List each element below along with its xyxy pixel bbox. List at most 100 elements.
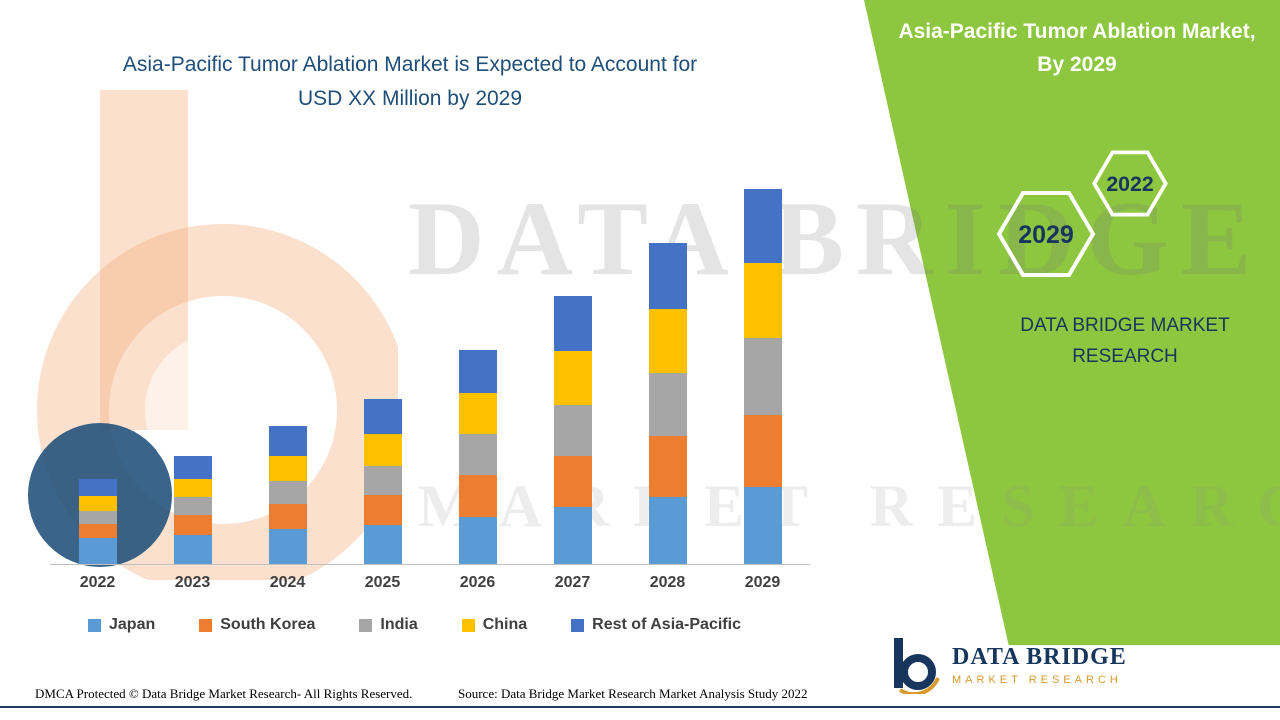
bar-segment-china — [743, 263, 782, 339]
legend-label: China — [482, 616, 528, 633]
legend-swatch — [461, 618, 475, 632]
footer-logo-text: DATA BRIDGE MARKET RESEARCH — [952, 644, 1127, 685]
bar-segment-rest-of-asia-pacific — [743, 188, 782, 264]
brand-text-line2: RESEARCH — [1072, 346, 1178, 368]
legend-item-china: China — [461, 616, 528, 634]
side-panel-title: Asia-Pacific Tumor Ablation Market, By 2… — [882, 16, 1272, 81]
legend-swatch — [199, 618, 213, 632]
footer-source-text: Source: Data Bridge Market Research Mark… — [458, 686, 808, 701]
bar-segment-india — [268, 480, 307, 505]
stacked-bar-2022 — [78, 478, 117, 564]
hexagon-badge-2029: 2029 — [996, 190, 1096, 278]
bar-column-2022 — [50, 172, 145, 564]
bar-segment-japan — [553, 507, 592, 564]
x-axis-label: 2026 — [459, 574, 496, 591]
bar-column-2025 — [335, 172, 430, 564]
legend: Japan South Korea India China Rest of Asia-P… — [88, 616, 848, 634]
bar-segment-japan — [743, 487, 782, 564]
bar-segment-india — [458, 434, 497, 475]
footer-dmca-text: DMCA Protected © Data Bridge Market Rese… — [35, 686, 413, 701]
bar-column-2023 — [145, 172, 240, 564]
bar-segment-japan — [363, 524, 402, 564]
stacked-bar-2023 — [173, 455, 212, 564]
bar-segment-india — [78, 510, 117, 524]
stacked-bar-2027 — [553, 295, 592, 564]
chart-title: Asia-Pacific Tumor Ablation Market is Ex… — [55, 48, 765, 115]
chart-title-line2: USD XX Million by 2029 — [297, 86, 523, 110]
legend-swatch — [88, 618, 101, 632]
bar-segment-china — [173, 478, 212, 498]
side-panel-title-line2: By 2029 — [1037, 52, 1117, 76]
bar-segment-rest-of-asia-pacific — [648, 242, 687, 309]
x-axis-label: 2029 — [744, 574, 781, 591]
bar-segment-india — [173, 497, 212, 515]
bars-row — [50, 172, 810, 564]
bar-segment-china — [78, 496, 117, 511]
legend-swatch — [359, 618, 373, 632]
brand-text-line1: DATA BRIDGE MARKET — [1020, 315, 1230, 336]
legend-swatch — [571, 618, 585, 632]
bar-segment-japan — [268, 528, 307, 564]
bar-segment-china — [458, 393, 497, 435]
legend-item-japan: Japan — [88, 616, 155, 634]
bar-column-2029 — [715, 172, 810, 564]
x-axis-label: 2028 — [649, 574, 686, 591]
x-axis-label: 2023 — [174, 574, 211, 591]
side-panel-title-line1: Asia-Pacific Tumor Ablation Market, — [898, 20, 1256, 43]
bar-segment-india — [648, 373, 687, 437]
x-axis-label: 2027 — [554, 574, 591, 591]
brand-text: DATA BRIDGE MARKET RESEARCH — [970, 310, 1280, 373]
bar-segment-rest-of-asia-pacific — [363, 398, 402, 435]
legend-item-rest-of-asia-pacific: Rest of Asia-Pacific — [571, 616, 741, 634]
bar-segment-china — [363, 434, 402, 466]
bar-segment-rest-of-asia-pacific — [553, 295, 592, 351]
bar-segment-china — [268, 455, 307, 481]
stacked-bar-2024 — [268, 426, 307, 564]
legend-label: India — [380, 616, 418, 633]
bar-segment-south-korea — [268, 504, 307, 529]
watermark-text-line1: DATA BRIDGE — [408, 180, 1264, 297]
bar-segment-india — [743, 338, 782, 415]
bar-segment-japan — [648, 497, 687, 564]
x-axis-label: 2025 — [364, 574, 401, 591]
hexagon-outline-icon: 2029 — [996, 191, 1096, 277]
bar-column-2027 — [525, 172, 620, 564]
legend-item-india: India — [359, 616, 418, 634]
legend-label: Japan — [109, 616, 156, 633]
bar-segment-rest-of-asia-pacific — [268, 426, 307, 456]
bar-column-2028 — [620, 172, 715, 564]
data-bridge-logo-icon — [894, 638, 940, 694]
plot-area — [50, 172, 810, 565]
stacked-bar-2025 — [363, 398, 402, 564]
bar-segment-rest-of-asia-pacific — [78, 478, 117, 497]
bar-segment-china — [553, 350, 592, 405]
bar-segment-india — [553, 404, 592, 456]
stacked-bar-2026 — [458, 349, 497, 564]
bar-segment-rest-of-asia-pacific — [458, 349, 497, 394]
hexagon-outline-icon: 2022 — [1092, 150, 1168, 217]
bar-column-2024 — [240, 172, 335, 564]
stacked-bar-2029 — [743, 188, 782, 564]
legend-label: South Korea — [220, 616, 316, 633]
bar-segment-south-korea — [363, 495, 402, 525]
bar-segment-south-korea — [78, 523, 117, 539]
footer-logo-name: DATA BRIDGE — [952, 644, 1127, 671]
bar-segment-japan — [78, 538, 117, 564]
bar-segment-south-korea — [648, 436, 687, 498]
stacked-bar-2028 — [648, 242, 687, 564]
bar-column-2026 — [430, 172, 525, 564]
hexagon-badge-2022: 2022 — [1092, 150, 1168, 217]
bar-segment-south-korea — [458, 474, 497, 517]
legend-item-south-korea: South Korea — [199, 616, 315, 634]
bar-segment-japan — [458, 516, 497, 564]
bar-segment-india — [363, 465, 402, 496]
bar-segment-china — [648, 308, 687, 374]
chart-title-line1: Asia-Pacific Tumor Ablation Market is Ex… — [122, 53, 698, 76]
bar-segment-japan — [173, 534, 212, 564]
footer-divider — [0, 706, 1280, 708]
bar-segment-rest-of-asia-pacific — [173, 455, 212, 479]
bar-segment-south-korea — [553, 455, 592, 508]
x-axis-label: 2022 — [79, 574, 116, 591]
legend-label: Rest of Asia-Pacific — [592, 616, 741, 633]
